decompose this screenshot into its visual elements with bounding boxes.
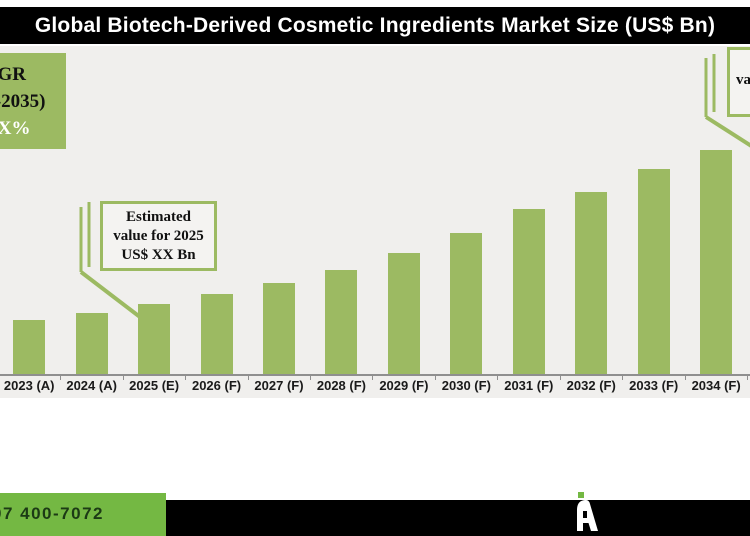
callout-2025-line2: value for 2025 — [113, 227, 204, 244]
bar-2024 — [75, 313, 108, 374]
x-axis-line — [0, 374, 750, 376]
bar-2031 — [512, 209, 545, 374]
x-axis-label: 2024 (A) — [66, 378, 117, 393]
contributors-strip: Key Contributors: mibelle GROUP biochemi… — [0, 398, 750, 500]
bar-2029 — [387, 253, 420, 374]
x-axis-label: 2034 (F) — [691, 378, 741, 393]
phone-block: 07 400-7072 — [0, 493, 166, 536]
axis-tick — [559, 376, 561, 380]
x-axis-label: 2027 (F) — [254, 378, 304, 393]
x-axis-label: 2023 (A) — [3, 378, 55, 393]
axis-tick — [185, 376, 187, 380]
axis-tick — [372, 376, 374, 380]
bar-2027 — [263, 283, 295, 374]
x-axis-label: 2031 (F) — [504, 378, 554, 393]
axis-tick — [122, 376, 124, 380]
x-axis-label: 2028 (F) — [316, 378, 366, 393]
axis-tick — [310, 376, 311, 380]
axis-tick — [434, 376, 436, 380]
chart-area: CAGR (2025-2035) XX.X% 2023 (A) 2024 (A) 2… — [0, 46, 750, 398]
x-axis-label: 2025 (E) — [129, 378, 180, 393]
cagr-line1: CAGR — [0, 63, 26, 85]
axis-tick — [247, 376, 249, 380]
cagr-line2: (2025-2035) — [0, 90, 46, 112]
insight-ace-logo-dot — [578, 492, 584, 498]
x-axis-label: 2029 (F) — [379, 378, 429, 393]
axis-tick — [684, 376, 686, 380]
bar-2025 — [138, 304, 171, 374]
callout-2035-clipped: va — [727, 47, 750, 117]
title-bar: Global Biotech-Derived Cosmetic Ingredie… — [0, 7, 750, 44]
callout-2025: Estimated value for 2025 US$ XX Bn — [100, 201, 217, 271]
insight-ace-logo-icon — [577, 500, 598, 531]
bar-2023 — [13, 320, 46, 374]
page-title: Global Biotech-Derived Cosmetic Ingredie… — [34, 13, 716, 37]
callout-2025-line3: US$ XX Bn — [121, 246, 196, 263]
phone-number: 07 400-7072 — [0, 504, 104, 523]
cagr-line3: XX.X% — [0, 117, 31, 139]
x-axis-label: 2030 (F) — [441, 378, 491, 393]
axis-tick — [497, 376, 499, 380]
bar-2034 — [700, 150, 733, 374]
axis-tick — [622, 376, 624, 380]
axis-tick — [60, 376, 62, 380]
callout-2035-text: va — [736, 72, 750, 88]
cagr-badge: CAGR (2025-2035) XX.X% — [0, 53, 66, 149]
x-axis-label: 2026 (F) — [191, 378, 242, 393]
callout-2025-line1: Estimated — [126, 208, 191, 225]
x-axis-label: 2033 (F) — [629, 378, 679, 393]
axis-tick — [747, 376, 749, 380]
bar-2030 — [450, 233, 483, 374]
bar-2033 — [637, 169, 670, 374]
bar-2032 — [575, 192, 608, 374]
x-axis-label: 2032 (F) — [566, 378, 616, 393]
bar-2026 — [200, 294, 233, 374]
bar-2028 — [325, 270, 358, 374]
